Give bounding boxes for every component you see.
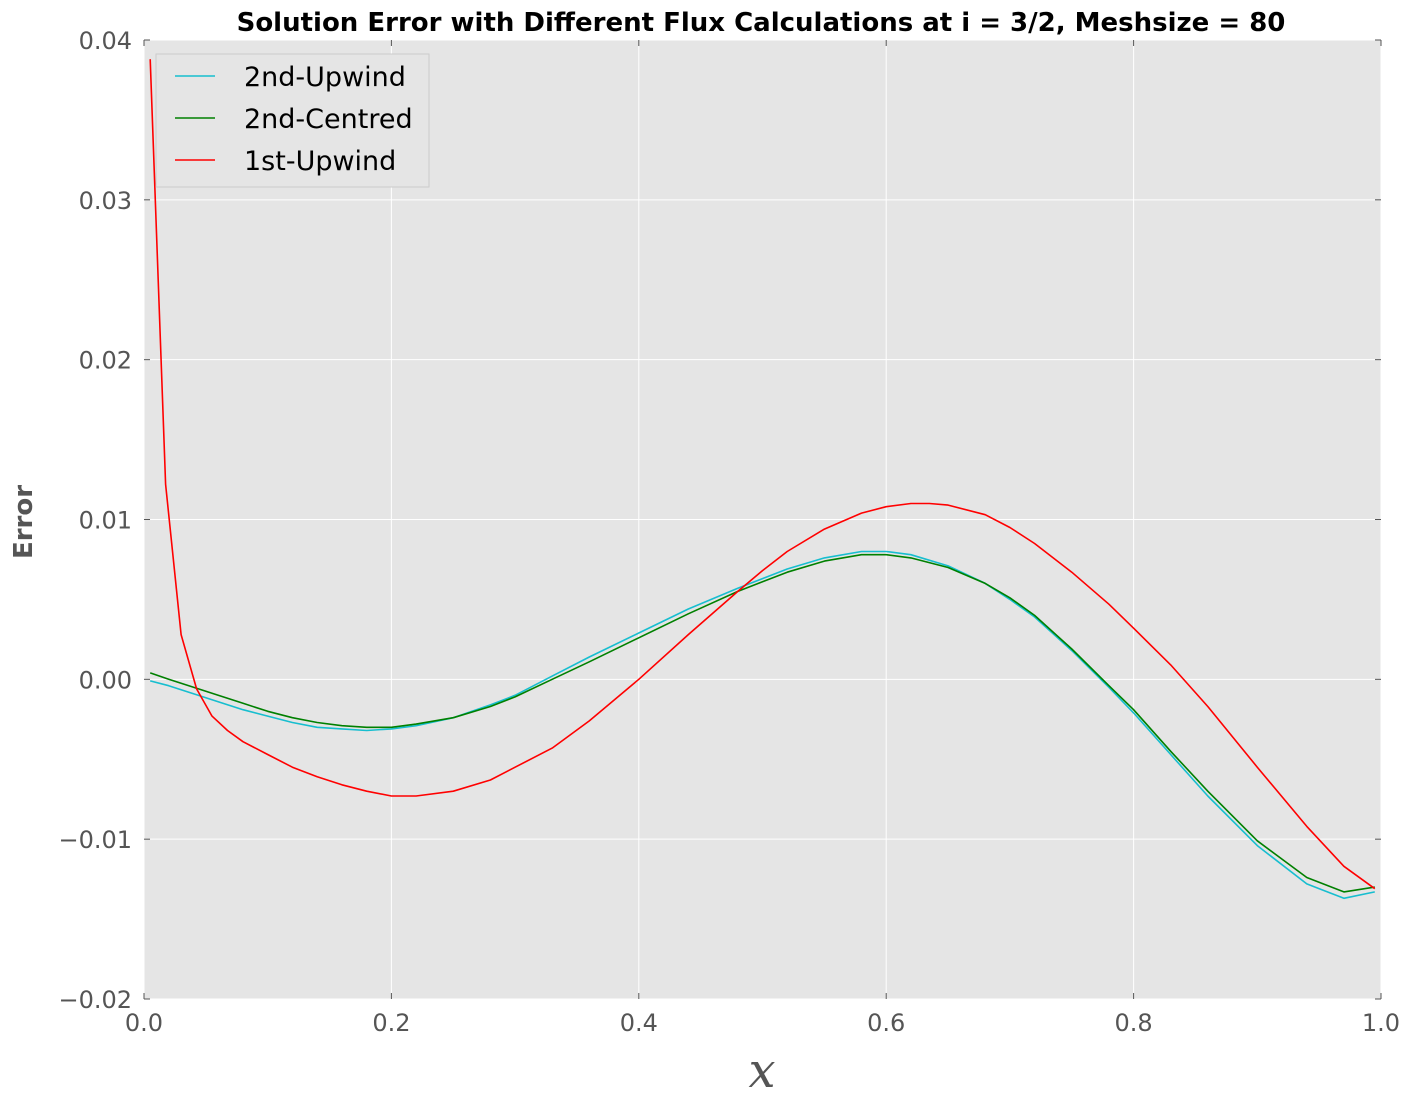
x-tick-label: 0.4 <box>620 1009 658 1037</box>
x-tick-label: 0.6 <box>867 1009 905 1037</box>
y-tick-label: 0.04 <box>79 27 132 55</box>
y-tick-label: 0.02 <box>79 347 132 375</box>
legend: 2nd-Upwind 2nd-Centred 1st-Upwind <box>155 53 430 188</box>
x-tick-label: 0.0 <box>125 1009 163 1037</box>
y-axis-label: Error <box>9 485 39 559</box>
series-line-2nd-upwind <box>149 550 1375 900</box>
y-tick-label: 0.00 <box>79 666 132 694</box>
series-line-1st-upwind <box>149 59 1376 890</box>
x-axis-label: x <box>748 1043 775 1099</box>
y-tick-label: 0.03 <box>79 187 132 215</box>
legend-label-2nd-centred: 2nd-Centred <box>244 104 413 135</box>
legend-label-1st-upwind: 1st-Upwind <box>244 146 396 177</box>
chart-title: Solution Error with Different Flux Calcu… <box>237 8 1286 38</box>
y-tick-label: −0.01 <box>58 826 132 854</box>
x-tick-label: 0.2 <box>372 1009 410 1037</box>
axis-ticks <box>143 39 1382 1000</box>
legend-label-2nd-upwind: 2nd-Upwind <box>244 62 406 93</box>
x-tick-label: 1.0 <box>1362 1009 1400 1037</box>
y-tick-labels: −0.02 −0.01 0.00 0.01 0.02 0.03 0.04 <box>58 27 132 1014</box>
series-lines <box>149 59 1376 900</box>
y-tick-label: −0.02 <box>58 986 132 1014</box>
x-tick-label: 0.8 <box>1115 1009 1153 1037</box>
y-tick-label: 0.01 <box>79 507 132 535</box>
x-tick-labels: 0.0 0.2 0.4 0.6 0.8 1.0 <box>125 1009 1400 1037</box>
